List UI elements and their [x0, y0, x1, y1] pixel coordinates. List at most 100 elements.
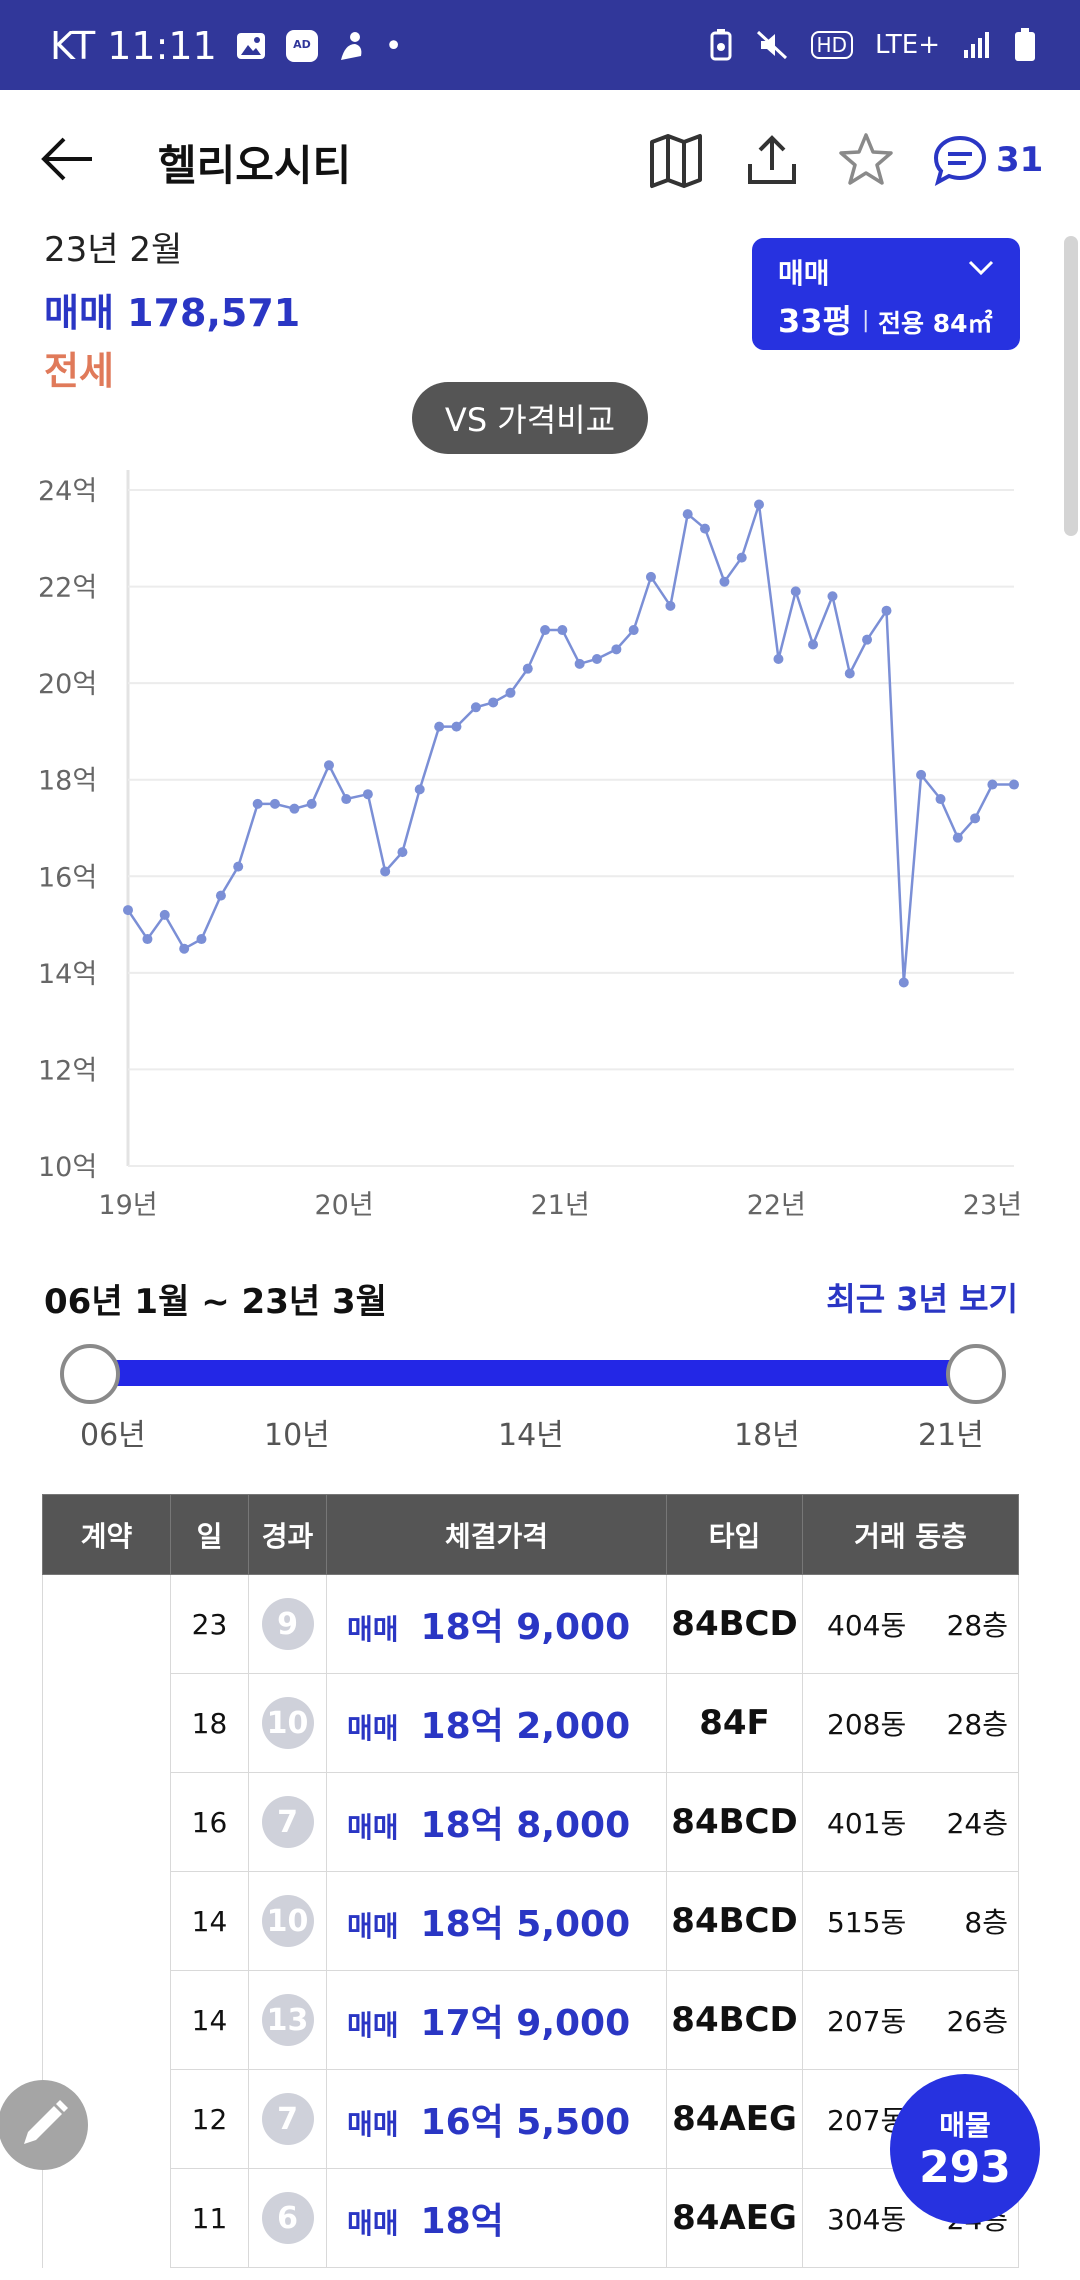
data-point[interactable] [808, 639, 819, 650]
data-point[interactable] [196, 934, 207, 945]
app-bar: 헬리오시티 31 [0, 90, 1080, 230]
data-point[interactable] [790, 586, 801, 597]
data-point[interactable] [159, 909, 170, 920]
data-point[interactable] [540, 625, 551, 636]
table-row[interactable]: 18 10 매매 18억 2,000 84F 208동 28층 [42, 1673, 1019, 1773]
price-cell: 매매 17억 9,000 [326, 1970, 667, 2070]
data-point[interactable] [1009, 779, 1019, 790]
data-point[interactable] [719, 576, 730, 587]
header-day: 일 [170, 1494, 249, 1575]
write-button[interactable] [0, 2080, 88, 2170]
data-point[interactable] [773, 654, 784, 664]
range-tick: 14년 [498, 1418, 564, 1453]
table-row[interactable]: 12 7 매매 16억 5,500 84AEG 207동 [42, 2069, 1019, 2169]
scrollbar[interactable] [1064, 236, 1078, 536]
table-row[interactable]: 116매매18억84AEG304동24층 [42, 2168, 1019, 2268]
elapsed-cell: 10 [248, 1871, 327, 1971]
type-cell: 84BCD [666, 1574, 803, 1674]
floor-value: 28층 [946, 1708, 1008, 1741]
data-point[interactable] [306, 798, 317, 809]
data-point[interactable] [557, 625, 568, 636]
elapsed-cell: 9 [248, 1574, 327, 1674]
data-point[interactable] [215, 890, 226, 901]
data-point[interactable] [987, 779, 998, 790]
range-slider-track[interactable] [90, 1360, 976, 1386]
data-point[interactable] [522, 663, 533, 674]
type-selector-dropdown[interactable]: 매매 33평 | 전용 84㎡ [752, 238, 1020, 350]
data-point[interactable] [434, 721, 445, 732]
price-cell: 매매 18억 9,000 [326, 1574, 667, 1674]
data-point[interactable] [862, 634, 873, 645]
data-point[interactable] [323, 760, 334, 771]
range-tick: 10년 [264, 1418, 330, 1453]
data-point[interactable] [179, 943, 190, 954]
data-point[interactable] [414, 784, 425, 795]
data-point[interactable] [881, 605, 892, 616]
data-point[interactable] [665, 600, 676, 611]
battery-saver-icon [709, 29, 733, 61]
data-point[interactable] [827, 591, 838, 602]
data-point[interactable] [898, 977, 909, 988]
data-point[interactable] [451, 721, 462, 732]
table-row[interactable]: 14 13 매매 17억 9,000 84BCD 207동 26층 [42, 1970, 1019, 2070]
type-cell: 84BCD [666, 1970, 803, 2070]
elapsed-cell: 7 [248, 1772, 327, 1872]
data-point[interactable] [233, 861, 244, 872]
floor-value: 26층 [946, 2005, 1008, 2038]
back-arrow-icon [41, 137, 92, 181]
data-point[interactable] [591, 654, 602, 664]
listings-button[interactable]: 매물 293 [890, 2074, 1040, 2224]
data-point[interactable] [952, 832, 963, 843]
table-row[interactable]: 23 9 매매 18억 9,000 84BCD 404동 28층 [42, 1574, 1019, 1674]
data-point[interactable] [574, 658, 585, 669]
range-slider-start-handle[interactable] [60, 1344, 120, 1404]
data-point[interactable] [699, 523, 710, 534]
data-point[interactable] [970, 813, 981, 824]
data-point[interactable] [844, 668, 855, 679]
data-point[interactable] [380, 866, 391, 877]
table-row[interactable]: 14 10 매매 18억 5,000 84BCD 515동 8층 [42, 1871, 1019, 1971]
price-chart: 24억 22억 20억 18억 16억 14억 12억 10억 19년 20년 21년 22년 23년 [38, 470, 1022, 1221]
data-point[interactable] [736, 552, 747, 563]
data-point[interactable] [935, 794, 946, 805]
favorite-button[interactable] [836, 130, 896, 190]
data-point[interactable] [505, 687, 516, 698]
dong-floor-cell: 401동 24층 [802, 1772, 1019, 1872]
elapsed-badge: 7 [261, 2093, 314, 2145]
comment-count[interactable]: 31 [996, 140, 1044, 180]
trade-type-label: 매매 [778, 257, 830, 290]
data-point[interactable] [754, 499, 765, 510]
data-point[interactable] [142, 934, 153, 945]
elapsed-cell: 10 [248, 1673, 327, 1773]
comment-button[interactable] [930, 130, 990, 190]
data-point[interactable] [252, 798, 263, 809]
contract-cell [42, 1970, 171, 2070]
data-point[interactable] [362, 789, 373, 800]
dong-floor-cell: 207동 26층 [802, 1970, 1019, 2070]
data-point[interactable] [470, 702, 481, 713]
range-slider-end-handle[interactable] [946, 1344, 1006, 1404]
type-cell: 84BCD [666, 1772, 803, 1872]
elapsed-badge: 10 [261, 1697, 314, 1749]
contract-cell [42, 1871, 171, 1971]
data-point[interactable] [488, 697, 499, 708]
data-point[interactable] [341, 794, 352, 805]
data-point[interactable] [289, 803, 300, 814]
data-point[interactable] [123, 905, 133, 916]
data-point[interactable] [682, 509, 693, 520]
share-button[interactable] [742, 130, 802, 190]
compare-price-button[interactable]: VS 가격비교 [412, 382, 648, 454]
data-point[interactable] [628, 625, 639, 636]
day-cell: 23 [170, 1574, 249, 1674]
data-point[interactable] [269, 798, 280, 809]
map-button[interactable] [646, 130, 706, 190]
data-point[interactable] [916, 769, 927, 780]
data-point[interactable] [611, 644, 622, 655]
back-button[interactable] [40, 134, 96, 184]
data-point[interactable] [397, 847, 408, 858]
data-point[interactable] [645, 571, 656, 582]
size-separator: | [862, 308, 870, 333]
pencil-icon [24, 2100, 68, 2144]
recent-3-years-link[interactable]: 최근 3년 보기 [826, 1280, 1018, 1318]
table-row[interactable]: 16 7 매매 18억 8,000 84BCD 401동 24층 [42, 1772, 1019, 1872]
